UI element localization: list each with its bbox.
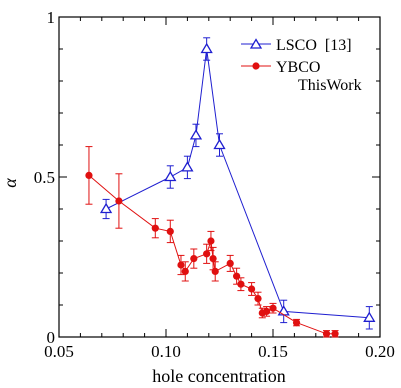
legend-label-ybco: YBCO — [276, 59, 320, 76]
ybco-point — [190, 255, 198, 263]
lsco-point — [99, 202, 113, 214]
ybco-point — [331, 330, 339, 338]
lsco-point — [164, 170, 177, 182]
ybco-point — [181, 267, 189, 275]
x-tick-label: 0.10 — [151, 342, 181, 361]
legend-label-ybco-line2: ThisWork — [298, 77, 362, 94]
x-axis-title: hole concentration — [152, 366, 285, 386]
legend-label-lsco: LSCO [13] — [276, 37, 352, 54]
lsco-point — [363, 311, 376, 322]
ybco-point — [209, 255, 217, 263]
ybco-point — [248, 285, 256, 293]
x-tick-label: 0.05 — [44, 342, 74, 361]
ybco-point — [237, 280, 245, 288]
y-tick-label: 1 — [47, 8, 56, 27]
x-tick-label: 0.20 — [365, 342, 395, 361]
series-ybco — [85, 146, 339, 338]
ybco-point — [226, 259, 234, 267]
y-tick-label: 0 — [47, 328, 56, 347]
ybco-point — [203, 250, 211, 258]
ybco-point — [322, 330, 331, 338]
lsco-point — [181, 161, 194, 172]
y-tick-labels: 00.51 — [34, 8, 55, 347]
legend-marker-lsco — [249, 38, 263, 49]
axis-ticks — [58, 17, 381, 337]
lsco-point — [277, 305, 290, 316]
plot-frame — [58, 16, 381, 338]
y-axis-title: α — [0, 178, 20, 188]
ybco-point — [166, 227, 174, 235]
legend: LSCO [13] YBCO ThisWork — [241, 37, 362, 94]
x-tick-labels: 0.05 0.10 0.15 0.20 — [44, 342, 395, 361]
lsco-point — [200, 42, 213, 54]
ybco-point — [151, 224, 159, 232]
ybco-point — [269, 304, 277, 312]
ybco-point — [207, 237, 215, 245]
ybco-point — [85, 171, 93, 179]
series-lsco — [99, 37, 376, 330]
y-tick-label: 0.5 — [34, 168, 55, 187]
ybco-point — [115, 197, 123, 205]
ybco-point — [177, 261, 185, 269]
ybco-point — [211, 267, 219, 275]
lsco-line — [105, 48, 370, 319]
ybco-point — [262, 307, 271, 315]
lsco-point — [213, 138, 226, 150]
ybco-point — [292, 319, 301, 327]
x-tick-label: 0.15 — [258, 342, 288, 361]
ybco-point — [233, 272, 241, 280]
legend-marker-ybco — [252, 62, 260, 70]
lsco-point — [189, 129, 203, 140]
ybco-point — [254, 295, 262, 303]
